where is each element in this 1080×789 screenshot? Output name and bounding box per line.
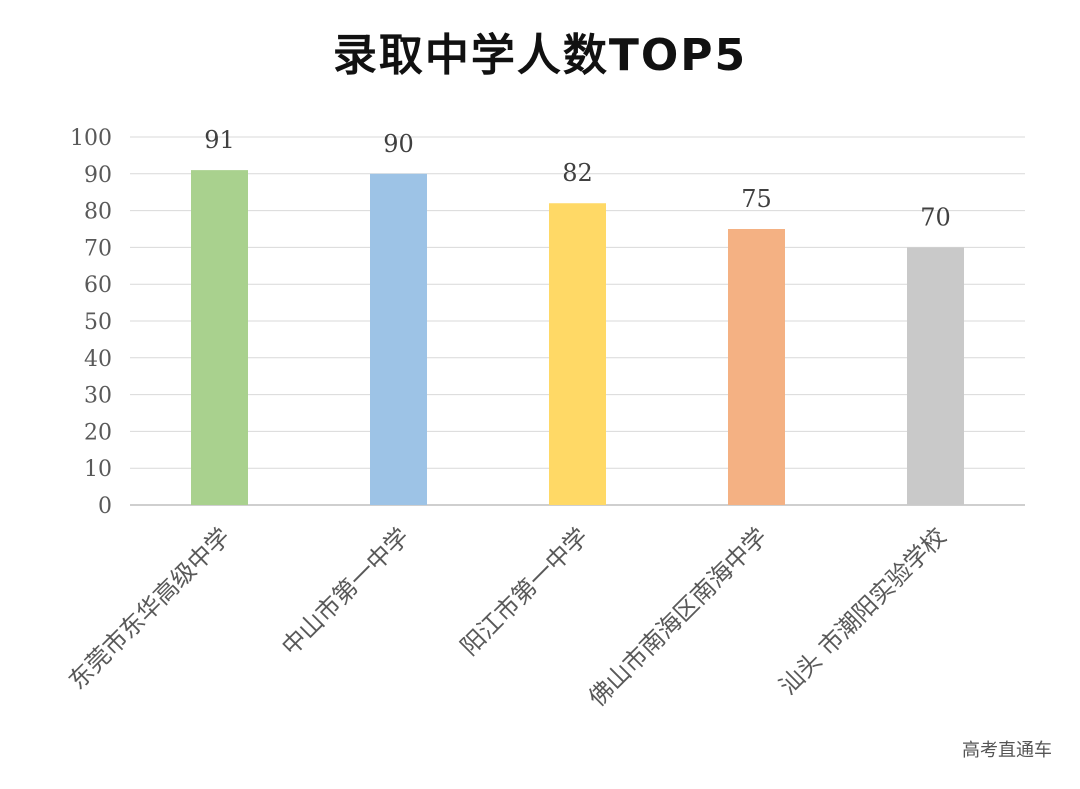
category-label: 阳江市第一中学: [455, 522, 594, 661]
y-tick-label: 40: [84, 347, 112, 372]
y-tick-label: 50: [84, 310, 112, 335]
y-axis-ticks: 0 10 20 30 40 50 60 70 80 90 100: [70, 126, 112, 519]
category-label: 中山市第一中学: [276, 522, 415, 661]
category-label: 汕头 市潮阳实验学校: [774, 522, 952, 700]
bar: [728, 229, 785, 505]
bar: [907, 247, 964, 505]
data-label: 91: [204, 126, 235, 154]
watermark-text: 高考直通车: [962, 740, 1052, 761]
y-tick-label: 70: [84, 236, 112, 261]
bar: [370, 173, 427, 506]
data-label: 70: [920, 203, 951, 231]
category-label: 东莞市东华高级中学: [63, 522, 236, 695]
y-tick-label: 0: [98, 494, 112, 519]
data-labels: 91 90 82 75 70: [204, 126, 951, 231]
data-label: 90: [383, 130, 414, 158]
y-tick-label: 10: [84, 457, 112, 482]
data-label: 82: [562, 159, 593, 187]
y-tick-label: 30: [84, 384, 112, 409]
y-tick-label: 90: [84, 163, 112, 188]
bar: [191, 170, 248, 505]
y-tick-label: 80: [84, 200, 112, 225]
y-tick-label: 20: [84, 420, 112, 445]
category-label: 佛山市南海区南海中学: [583, 522, 773, 712]
bars: [191, 170, 964, 506]
bar: [549, 203, 606, 506]
chart-title: 录取中学人数TOP5: [332, 30, 748, 81]
y-tick-label: 100: [70, 126, 112, 151]
y-tick-label: 60: [84, 273, 112, 298]
data-label: 75: [741, 185, 772, 213]
